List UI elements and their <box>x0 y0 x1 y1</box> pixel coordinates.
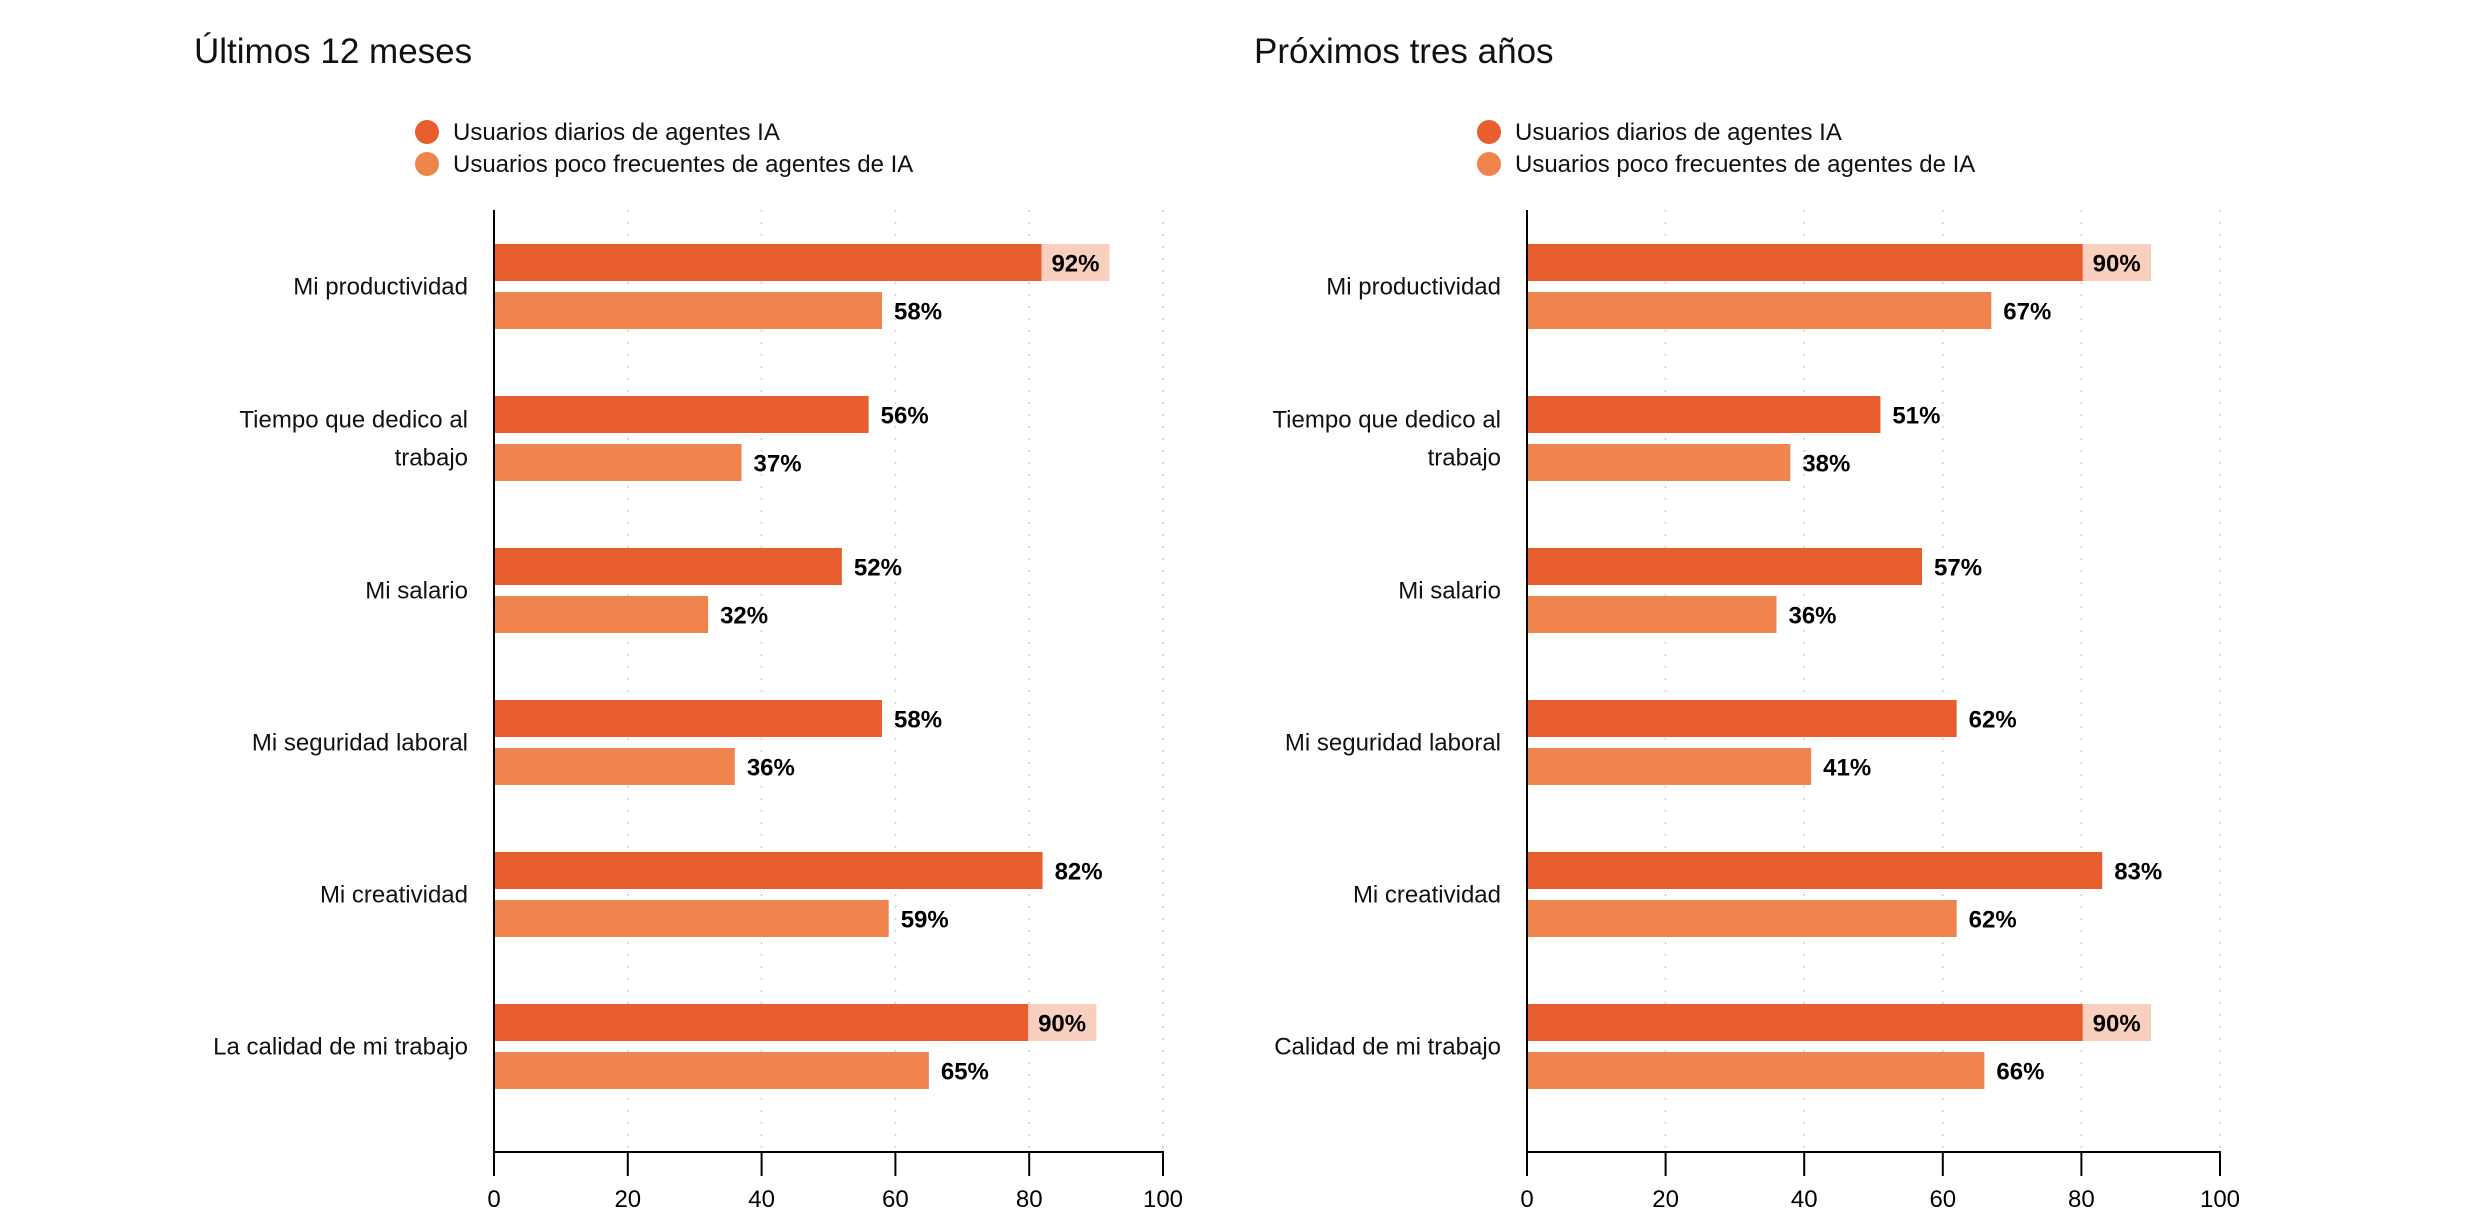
value-label: 62% <box>1969 907 2017 934</box>
category-label: Mi seguridad laboral <box>1285 730 1501 757</box>
x-tick-label: 80 <box>2068 1186 2095 1213</box>
legend-marker <box>1477 120 1501 144</box>
chart-panel-1: Últimos 12 meses Usuarios diarios de agen… <box>194 32 1183 1213</box>
legend-marker <box>415 152 439 176</box>
category-label: Tiempo que dedico al <box>1272 407 1501 434</box>
value-label: 65% <box>941 1059 989 1086</box>
legend-label: Usuarios diarios de agentes IA <box>1515 119 1842 146</box>
bar <box>494 1004 1097 1041</box>
bar <box>1527 900 1957 937</box>
category-label: Mi productividad <box>1326 274 1501 301</box>
category-label: Mi seguridad laboral <box>252 730 468 757</box>
value-label: 58% <box>894 299 942 326</box>
value-label: 36% <box>1788 603 1836 630</box>
bar <box>1527 244 2151 281</box>
bar <box>1527 596 1777 633</box>
bar <box>494 1052 929 1089</box>
category-label: Tiempo que dedico al <box>239 407 468 434</box>
bar <box>1527 748 1812 785</box>
x-tick-label: 0 <box>487 1186 500 1213</box>
category-label: Mi creatividad <box>1353 882 1501 909</box>
legend-marker <box>415 120 439 144</box>
category-label: La calidad de mi trabajo <box>213 1034 468 1061</box>
value-label: 56% <box>881 403 929 430</box>
value-label: 52% <box>854 555 902 582</box>
category-label: Mi productividad <box>293 274 468 301</box>
category-label: trabajo <box>1428 445 1501 472</box>
x-tick-label: 0 <box>1520 1186 1533 1213</box>
value-label-background <box>2082 1004 2151 1041</box>
bar <box>494 852 1043 889</box>
value-label-background <box>1041 244 1110 281</box>
bar <box>494 596 709 633</box>
bar <box>1527 700 1957 737</box>
value-label: 67% <box>2003 299 2051 326</box>
bar <box>1527 1004 2151 1041</box>
x-tick-label: 40 <box>748 1186 775 1213</box>
bar <box>1527 292 1992 329</box>
value-label: 90% <box>1038 1011 1086 1038</box>
value-label: 66% <box>1996 1059 2044 1086</box>
category-label: Mi creatividad <box>320 882 468 909</box>
chart-title: Próximos tres años <box>1254 32 1554 71</box>
category-label: Calidad de mi trabajo <box>1274 1034 1501 1061</box>
chart-title: Últimos 12 meses <box>194 32 472 71</box>
value-label: 90% <box>2093 1011 2141 1038</box>
value-label: 59% <box>901 907 949 934</box>
value-label: 90% <box>2093 251 2141 278</box>
bar <box>494 396 869 433</box>
x-tick-label: 60 <box>882 1186 909 1213</box>
bar <box>494 748 735 785</box>
x-tick-label: 20 <box>1652 1186 1679 1213</box>
bar <box>1527 444 1791 481</box>
value-label: 92% <box>1051 251 1099 278</box>
value-label: 57% <box>1934 555 1982 582</box>
x-tick-label: 80 <box>1016 1186 1043 1213</box>
value-label: 51% <box>1892 403 1940 430</box>
legend-marker <box>1477 152 1501 176</box>
value-label: 36% <box>747 755 795 782</box>
x-tick-label: 20 <box>614 1186 641 1213</box>
value-label: 32% <box>720 603 768 630</box>
legend-label: Usuarios poco frecuentes de agentes de I… <box>453 151 913 178</box>
bar <box>1527 396 1881 433</box>
category-label: Mi salario <box>365 578 468 605</box>
bar <box>1527 1052 1985 1089</box>
category-label: trabajo <box>395 445 468 472</box>
chart-panel-2: Próximos tres años Usuarios diarios de ag… <box>1254 32 2240 1213</box>
value-label: 37% <box>754 451 802 478</box>
bar <box>494 548 842 585</box>
bar <box>494 244 1110 281</box>
value-label-background <box>1028 1004 1097 1041</box>
value-label-background <box>2082 244 2151 281</box>
bar <box>1527 852 2103 889</box>
category-label: Mi salario <box>1398 578 1501 605</box>
legend-label: Usuarios diarios de agentes IA <box>453 119 780 146</box>
x-tick-label: 100 <box>2200 1186 2240 1213</box>
value-label: 58% <box>894 707 942 734</box>
bar <box>494 292 883 329</box>
bar <box>494 444 742 481</box>
value-label: 38% <box>1802 451 1850 478</box>
legend-label: Usuarios poco frecuentes de agentes de I… <box>1515 151 1975 178</box>
x-tick-label: 100 <box>1143 1186 1183 1213</box>
value-label: 82% <box>1055 859 1103 886</box>
x-tick-label: 40 <box>1791 1186 1818 1213</box>
x-tick-label: 60 <box>1929 1186 1956 1213</box>
value-label: 62% <box>1969 707 2017 734</box>
value-label: 41% <box>1823 755 1871 782</box>
bar <box>494 900 889 937</box>
bar <box>494 700 883 737</box>
value-label: 83% <box>2114 859 2162 886</box>
bar <box>1527 548 1923 585</box>
